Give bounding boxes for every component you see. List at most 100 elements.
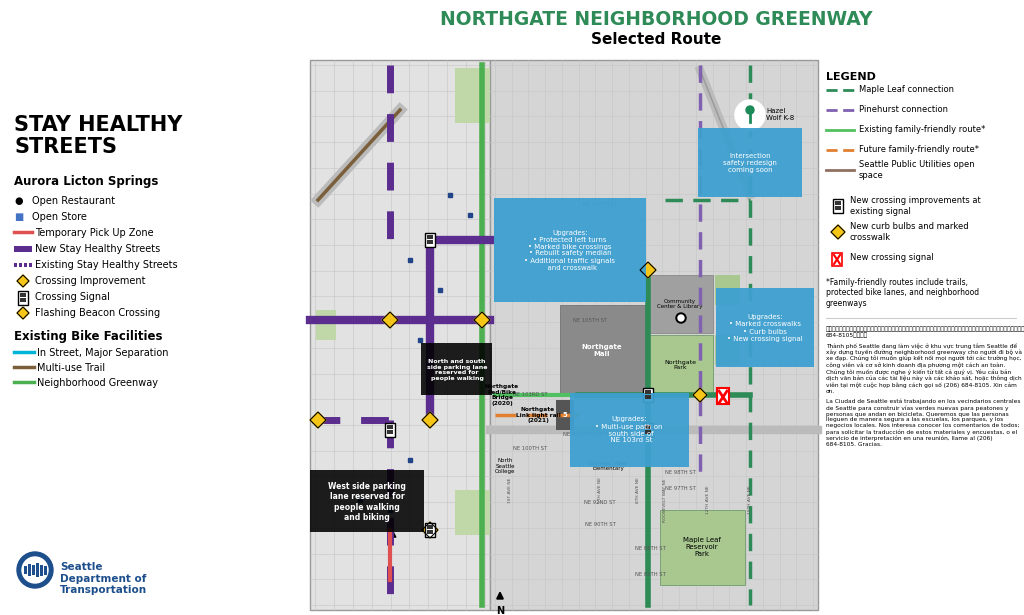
Bar bbox=[316, 310, 336, 340]
Polygon shape bbox=[382, 312, 398, 328]
Text: *Family-friendly routes include trails,
protected bike lanes, and neighborhood
g: *Family-friendly routes include trails, … bbox=[826, 278, 979, 308]
Bar bbox=[44, 566, 47, 575]
Bar bbox=[560, 305, 645, 395]
Circle shape bbox=[736, 101, 764, 129]
Bar bbox=[387, 430, 393, 434]
Bar bbox=[455, 490, 490, 535]
Text: Open Restaurant: Open Restaurant bbox=[32, 196, 115, 206]
Text: Pinehurst connection: Pinehurst connection bbox=[859, 106, 948, 114]
Polygon shape bbox=[422, 522, 438, 538]
Text: Olympic View
Elementary: Olympic View Elementary bbox=[590, 461, 627, 472]
FancyBboxPatch shape bbox=[310, 470, 424, 532]
FancyBboxPatch shape bbox=[698, 128, 802, 197]
Text: NE 90TH ST: NE 90TH ST bbox=[585, 522, 615, 526]
Text: N: N bbox=[496, 606, 504, 615]
FancyBboxPatch shape bbox=[494, 198, 646, 302]
Bar bbox=[427, 525, 433, 529]
Bar bbox=[425, 233, 435, 247]
Text: 西雅圖市正在西雅圖中部地區構建全新的社區線路，以便人們步行和騎車。我們希望能為您提供前往學校、公園、以及地區商家的安全路線。我們希望聽到所有人的意見；如果您需要: 西雅圖市正在西雅圖中部地區構建全新的社區線路，以便人們步行和騎車。我們希望能為您… bbox=[826, 326, 1024, 338]
Bar bbox=[0, 0, 310, 615]
Text: Crossing Signal: Crossing Signal bbox=[35, 292, 110, 302]
Bar bbox=[715, 335, 740, 365]
Polygon shape bbox=[17, 275, 29, 287]
Text: New curb bulbs and marked
crosswalk: New curb bulbs and marked crosswalk bbox=[850, 222, 969, 242]
Polygon shape bbox=[422, 412, 438, 428]
Bar bbox=[20, 293, 26, 297]
Bar bbox=[648, 335, 713, 395]
Bar bbox=[29, 263, 32, 267]
Text: 12TH AVE NE: 12TH AVE NE bbox=[706, 486, 710, 514]
Bar bbox=[36, 563, 39, 577]
Circle shape bbox=[17, 552, 53, 588]
Bar bbox=[425, 523, 435, 537]
Bar bbox=[427, 530, 433, 534]
Text: ROOSEVELT WAY NE: ROOSEVELT WAY NE bbox=[663, 478, 667, 522]
Text: Multi-use Trail: Multi-use Trail bbox=[37, 363, 105, 373]
Bar bbox=[645, 425, 651, 429]
Text: Seattle
Department of
Transportation: Seattle Department of Transportation bbox=[60, 562, 147, 595]
Circle shape bbox=[22, 557, 48, 583]
Polygon shape bbox=[474, 312, 490, 328]
Text: New Stay Healthy Streets: New Stay Healthy Streets bbox=[35, 244, 160, 254]
Bar bbox=[24, 566, 27, 574]
Text: NE 103RD ST: NE 103RD ST bbox=[513, 392, 547, 397]
Circle shape bbox=[678, 315, 684, 321]
Text: Upgrades:
• Marked crosswalks
• Curb bulbs
• New crossing signal: Upgrades: • Marked crosswalks • Curb bul… bbox=[727, 314, 803, 341]
Bar bbox=[717, 388, 729, 404]
Text: ●: ● bbox=[14, 196, 23, 206]
Text: NE 92ND ST: NE 92ND ST bbox=[584, 499, 615, 504]
Bar bbox=[556, 400, 574, 430]
Bar bbox=[835, 206, 841, 210]
Text: NE 97TH ST: NE 97TH ST bbox=[665, 485, 695, 491]
Text: Maple Leaf connection: Maple Leaf connection bbox=[859, 85, 954, 95]
Polygon shape bbox=[17, 307, 29, 319]
Text: Neighborhood Greenway: Neighborhood Greenway bbox=[37, 378, 158, 388]
Bar bbox=[310, 60, 490, 610]
Text: ■: ■ bbox=[14, 212, 24, 222]
Text: NE 98TH ST: NE 98TH ST bbox=[665, 469, 695, 475]
Text: NE 88TH ST: NE 88TH ST bbox=[635, 546, 666, 550]
Text: Northgate
Mall: Northgate Mall bbox=[582, 344, 623, 357]
Text: NORTHGATE NEIGHBORHOOD GREENWAY: NORTHGATE NEIGHBORHOOD GREENWAY bbox=[439, 10, 872, 29]
Bar bbox=[28, 564, 31, 576]
Text: NE NORTHGATE WAY: NE NORTHGATE WAY bbox=[563, 432, 616, 437]
Text: 5: 5 bbox=[562, 412, 567, 418]
Text: North
Seattle
College: North Seattle College bbox=[495, 458, 515, 474]
Circle shape bbox=[746, 106, 754, 114]
Text: Temporary Pick Up Zone: Temporary Pick Up Zone bbox=[35, 228, 154, 238]
Text: In Street, Major Separation: In Street, Major Separation bbox=[37, 348, 169, 358]
Bar bbox=[18, 291, 28, 305]
Text: NE 85TH ST: NE 85TH ST bbox=[635, 573, 666, 577]
Text: STAY HEALTHY
STREETS: STAY HEALTHY STREETS bbox=[14, 115, 182, 157]
Text: New crossing signal: New crossing signal bbox=[850, 253, 934, 263]
Text: Community
Center & Library: Community Center & Library bbox=[657, 299, 702, 309]
Bar bbox=[645, 395, 651, 399]
Text: Existing Stay Healthy Streets: Existing Stay Healthy Streets bbox=[35, 260, 177, 270]
Bar bbox=[19, 263, 22, 267]
Bar bbox=[40, 565, 43, 576]
FancyBboxPatch shape bbox=[716, 288, 814, 367]
Text: 1ST AVE NE: 1ST AVE NE bbox=[508, 477, 512, 502]
Bar bbox=[660, 510, 745, 585]
Bar bbox=[427, 240, 433, 244]
Bar bbox=[645, 430, 651, 434]
Circle shape bbox=[676, 313, 686, 323]
Text: West side parking
lane reserved for
people walking
and biking: West side parking lane reserved for peop… bbox=[328, 482, 406, 522]
Text: New crossing improvements at
existing signal: New crossing improvements at existing si… bbox=[850, 196, 981, 216]
Text: NE 105TH ST: NE 105TH ST bbox=[572, 317, 607, 322]
Bar bbox=[14, 263, 17, 267]
Bar bbox=[14, 246, 32, 252]
Text: Selected Route: Selected Route bbox=[591, 32, 721, 47]
Bar bbox=[645, 390, 651, 394]
FancyBboxPatch shape bbox=[570, 393, 689, 467]
Bar bbox=[835, 201, 841, 205]
Text: Seattle Public Utilities open
space: Seattle Public Utilities open space bbox=[859, 161, 975, 180]
Text: Upgrades:
• Protected left turns
• Marked bike crossings
• Rebuilt safety median: Upgrades: • Protected left turns • Marke… bbox=[524, 229, 615, 271]
Bar bbox=[831, 253, 842, 266]
Bar bbox=[648, 275, 713, 333]
Bar bbox=[643, 423, 653, 437]
Text: 5TH AVE NE: 5TH AVE NE bbox=[598, 477, 602, 503]
Polygon shape bbox=[640, 262, 656, 278]
Text: Intersection
safety redesign
coming soon: Intersection safety redesign coming soon bbox=[723, 153, 777, 173]
Text: La Ciudad de Seattle está trabajando en los vecindarios centrales de Seattle par: La Ciudad de Seattle está trabajando en … bbox=[826, 399, 1021, 447]
